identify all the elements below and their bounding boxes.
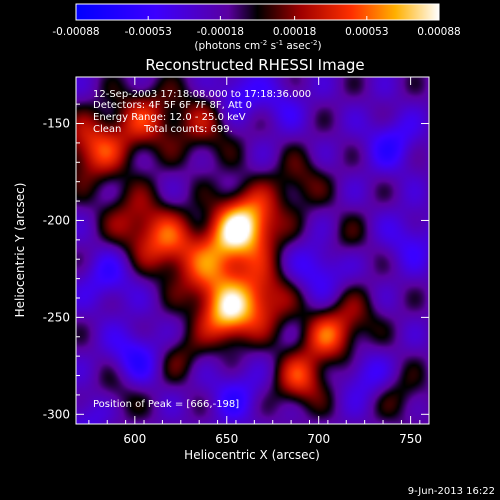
colorbar-tick-label: -0.00018 [197,26,244,38]
annotation-detectors: Detectors: 4F 5F 6F 7F 8F, Att 0 [93,100,252,111]
footer-date: 9-Jun-2013 16:22 [408,486,495,497]
annotation-time-range: 12-Sep-2003 17:18:08.000 to 17:18:36.000 [93,89,311,100]
x-tick-label: 750 [399,432,422,446]
colorbar-tick-label: 0.00018 [273,26,316,38]
plot-frame [75,76,430,425]
x-axis-label: Heliocentric X (arcsec) [184,448,320,462]
y-tick-label: -200 [43,213,70,227]
annotation-peak: Position of Peak = [666,-198] [93,399,239,410]
colorbar-tick-label: -0.00053 [125,26,172,38]
colorbar-tick-label: 0.00053 [345,26,388,38]
chart-title: Reconstructed RHESSI Image [145,56,364,74]
heatmap-image [76,77,429,424]
axis-ticks: 600 650 700 750 -150 -200 -250 -300 [43,77,429,446]
x-tick-label: 600 [123,432,146,446]
colorbar [75,3,440,21]
annotation-total-counts: Total counts: 699. [143,124,233,135]
x-tick-label: 700 [307,432,330,446]
colorbar-tick-label: -0.00088 [52,26,99,38]
y-axis-label: Heliocentric Y (arcsec) [13,183,27,318]
colorbar-tick-label: 0.00088 [417,26,460,38]
x-tick-label: 650 [215,432,238,446]
annotation-energy-range: Energy Range: 12.0 - 25.0 keV [93,112,246,123]
y-tick-label: -300 [43,407,70,421]
colorbar-unit-label: (photons cm-2 s-1 asec-2) [194,39,321,52]
y-tick-label: -150 [43,117,70,131]
annotation-clean: Clean [93,124,121,135]
y-tick-label: -250 [43,310,70,324]
colorbar-ticks: -0.00088 -0.00053 -0.00018 0.00018 0.00053 0.… [52,16,461,38]
